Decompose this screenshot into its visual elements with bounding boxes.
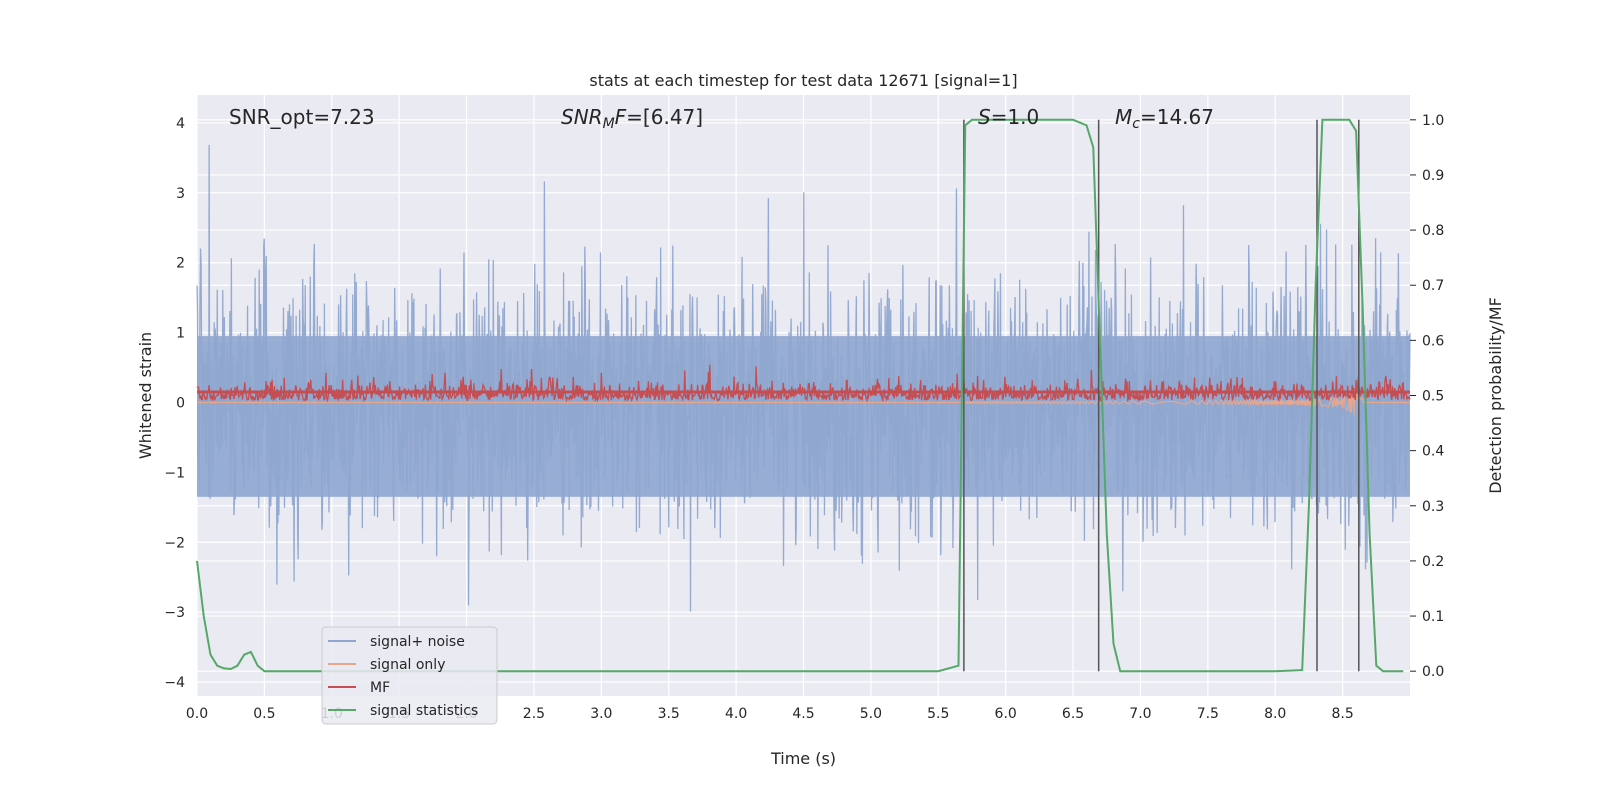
y-ticks: 4 3 2 1 0 −1 −2 −3 −4 [164,116,185,691]
signal-statistics-line [196,118,1404,673]
right-y-axis-label: Detection probability/MF [1486,297,1505,494]
signal-only-line [197,383,1410,416]
series-signal-noise [196,144,1411,612]
right-y-tick-label: 0.5 [1422,389,1444,405]
annotation-s-name: S [978,105,991,129]
right-y-tick-label: 0.3 [1422,499,1444,515]
y-tick-label: 4 [176,116,185,132]
x-tick-label: 5.5 [927,706,949,722]
legend: signal+ noise signal only MF signal statist… [321,626,498,725]
right-y-tick-label: 0.8 [1422,223,1444,239]
series-signal-statistics [196,118,1404,673]
x-tick-label: 8.5 [1331,706,1353,722]
right-y-tick-label: 0.4 [1422,444,1444,460]
right-y-tick-label: 0.0 [1422,664,1444,680]
series-signal-only [197,383,1410,416]
legend-entry: signal statistics [370,703,478,719]
right-y-tick-label: 0.7 [1422,278,1444,294]
annotation-mc-name: M [1115,105,1132,129]
signal-noise-core [197,336,1410,497]
y-tick-label: −3 [164,605,185,621]
chart-title: stats at each timestep for test data 126… [589,71,1017,90]
legend-entry: MF [370,680,390,696]
series-mf [196,364,1411,403]
x-tick-label: 4.0 [725,706,747,722]
x-tick-label: 0.0 [186,706,208,722]
x-tick-label: 4.5 [792,706,814,722]
x-tick-label: 3.0 [590,706,612,722]
annotation-s: S=1.0 [978,105,1039,129]
legend-box [321,626,498,725]
annotation-snr-mf: SNRMF=[6.47] [561,105,703,132]
y-tick-label: 1 [176,326,185,342]
annotation-mc-sub: c [1132,116,1140,132]
x-tick-label: 6.5 [1062,706,1084,722]
y-tick-label: −4 [164,675,185,691]
y-tick-label: −2 [164,535,185,551]
annotation-snr-mf-rest: =[6.47] [626,105,703,129]
legend-entry: signal only [370,657,445,673]
right-y-ticks: 1.0 0.9 0.8 0.7 0.6 0.5 0.4 0.3 0.2 0.1 0.0 [1410,113,1444,680]
y-tick-label: 2 [176,256,185,272]
annotation-snr-opt: SNR_opt=7.23 [229,105,375,129]
x-tick-label: 2.5 [523,706,545,722]
right-y-tick-label: 1.0 [1422,113,1444,129]
legend-entry: signal+ noise [370,634,465,650]
annotation-s-value: =1.0 [991,105,1040,129]
x-tick-label: 5.0 [860,706,882,722]
x-axis-label: Time (s) [770,749,836,768]
x-tick-label: 8.0 [1264,706,1286,722]
x-tick-label: 7.5 [1197,706,1219,722]
annotation-snr-mf-rest-f: F [615,105,627,129]
annotation-snr-mf-sub: M [603,116,615,132]
x-tick-label: 7.0 [1129,706,1151,722]
annotation-mc-value: =14.67 [1140,105,1214,129]
x-tick-label: 3.5 [658,706,680,722]
x-tick-label: 6.0 [995,706,1017,722]
y-axis-label: Whitened strain [136,332,155,459]
annotation-mc: Mc=14.67 [1115,105,1214,132]
right-y-tick-label: 0.1 [1422,609,1444,625]
y-tick-label: 0 [176,395,185,411]
y-tick-label: −1 [164,465,185,481]
x-tick-label: 0.5 [253,706,275,722]
y-tick-label: 3 [176,186,185,202]
right-y-tick-label: 0.9 [1422,168,1444,184]
right-y-tick-label: 0.2 [1422,554,1444,570]
annotation-snr-mf-name: SNR [561,105,603,129]
right-y-tick-label: 0.6 [1422,333,1444,349]
